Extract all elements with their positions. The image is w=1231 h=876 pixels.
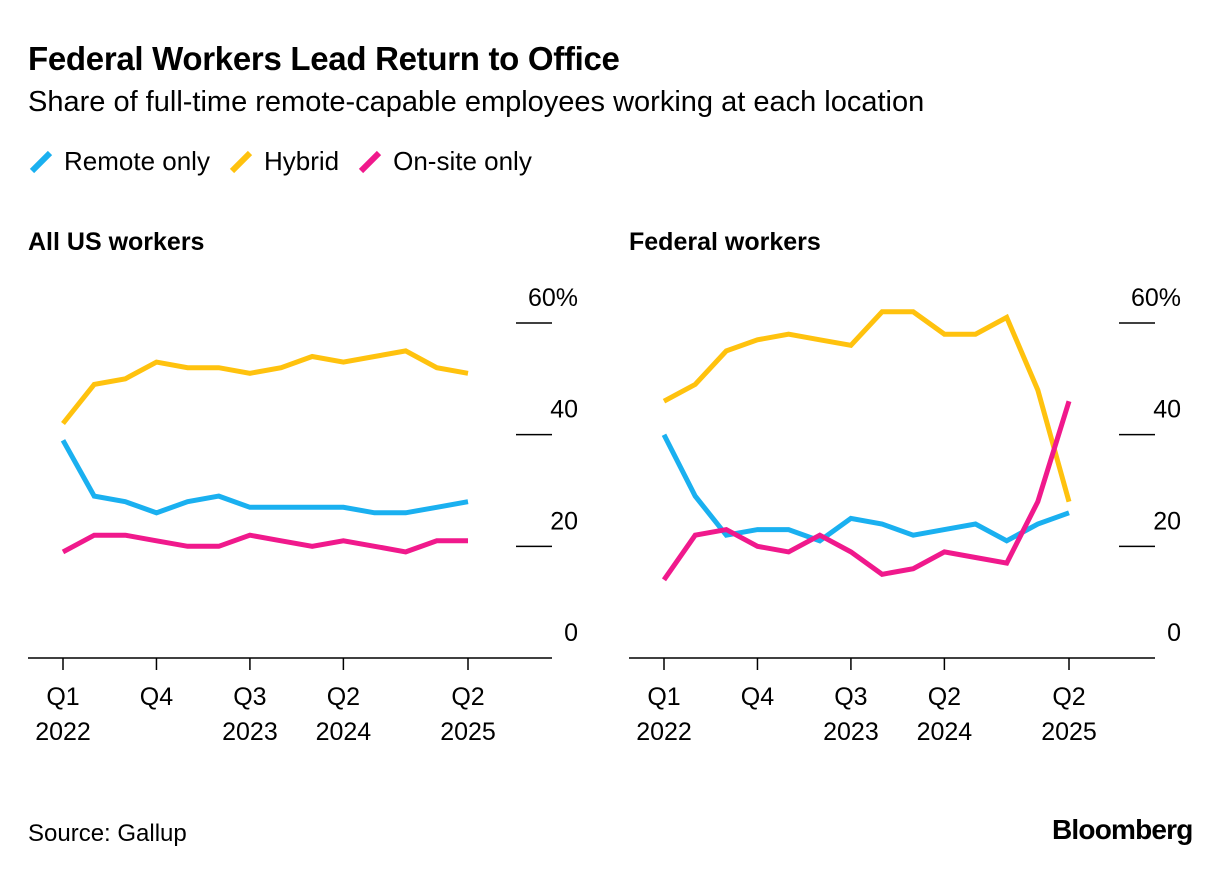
bloomberg-logo: Bloomberg xyxy=(1052,814,1193,845)
all-us-remote-only-line xyxy=(60,439,469,516)
remote-legend-swatch-icon xyxy=(29,150,53,173)
all-us-on-site-only-line xyxy=(61,532,468,555)
federal-y-tick-label: 40 xyxy=(1153,396,1181,424)
onsite-legend-swatch-icon xyxy=(358,150,382,173)
legend-item-remote: Remote only xyxy=(28,146,210,177)
all-us-y-tick-label: 20 xyxy=(550,507,578,535)
federal-x-tick-label: Q2 xyxy=(1052,683,1085,711)
all-us-x-tick-label: Q4 xyxy=(140,683,173,711)
all-us-x-tick-year-label: 2024 xyxy=(316,718,372,746)
panel-title-federal: Federal workers xyxy=(629,228,821,256)
all-us-x-tick-label: Q2 xyxy=(327,683,360,711)
all-us-x-tick-label: Q1 xyxy=(46,683,79,711)
federal-x-tick-year-label: 2024 xyxy=(917,718,973,746)
legend-item-hybrid: Hybrid xyxy=(228,146,339,177)
federal-on-site-only-line xyxy=(661,400,1072,582)
chart-title: Federal Workers Lead Return to Office xyxy=(28,40,620,77)
legend-item-onsite: On-site only xyxy=(357,146,532,177)
all-us-x-tick-year-label: 2022 xyxy=(35,718,91,746)
legend-label-hybrid: Hybrid xyxy=(263,146,340,176)
federal-x-tick-label: Q2 xyxy=(928,683,961,711)
legend-label-remote: Remote only xyxy=(64,146,210,176)
all-us-y-tick-label: 0 xyxy=(564,619,578,647)
all-us-x-tick-label: Q3 xyxy=(233,683,266,711)
hybrid-legend-swatch-icon xyxy=(229,150,253,173)
federal-x-tick-label: Q3 xyxy=(834,683,867,711)
federal-y-tick-label: 60% xyxy=(1131,284,1181,312)
all-us-y-tick-label: 60% xyxy=(528,284,578,312)
all-us-y-tick-label: 40 xyxy=(550,396,578,424)
legend-label-onsite: On-site only xyxy=(393,146,532,176)
federal-x-tick-year-label: 2022 xyxy=(636,718,692,746)
federal-x-tick-label: Q4 xyxy=(741,683,774,711)
federal-remote-only-line xyxy=(661,433,1070,544)
federal-x-tick-label: Q1 xyxy=(647,683,680,711)
federal-x-tick-year-label: 2025 xyxy=(1041,718,1097,746)
legend: Remote only Hybrid On-site only xyxy=(28,146,550,177)
federal-hybrid-line xyxy=(662,309,1072,503)
federal-x-tick-year-label: 2023 xyxy=(823,718,879,746)
federal-y-tick-label: 20 xyxy=(1153,507,1181,535)
all-us-hybrid-line xyxy=(61,348,469,426)
source-note: Source: Gallup xyxy=(28,820,187,847)
all-us-x-tick-year-label: 2023 xyxy=(222,718,278,746)
all-us-x-tick-label: Q2 xyxy=(451,683,484,711)
federal-y-tick-label: 0 xyxy=(1167,619,1181,647)
panel-title-all-us: All US workers xyxy=(28,228,205,256)
all-us-x-tick-year-label: 2025 xyxy=(440,718,496,746)
chart-subtitle: Share of full-time remote-capable employ… xyxy=(28,86,925,118)
